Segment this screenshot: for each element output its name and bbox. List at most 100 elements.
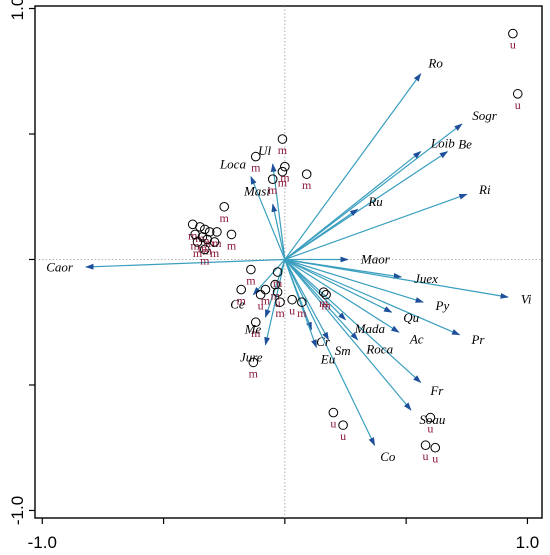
site-point	[209, 237, 220, 247]
species-label-vi: Vi	[521, 291, 532, 306]
site-point	[267, 174, 278, 184]
site-label: m	[278, 176, 288, 190]
site-point	[202, 234, 213, 245]
species-label-loca: Loca	[219, 157, 247, 172]
site-label: m	[275, 306, 285, 320]
site-point	[226, 229, 237, 240]
site-label: m	[198, 241, 208, 255]
site-label: u	[275, 296, 281, 310]
species-label-juex: Juex	[414, 271, 438, 286]
site-label: m	[249, 366, 259, 380]
axis-ticks: -1.0 1.0 1.0 -1.0	[8, 0, 539, 552]
species-arrow-loca	[250, 175, 286, 260]
species-arrow-sogr	[284, 123, 463, 260]
species-label-py: Py	[435, 298, 450, 313]
species-labels: Ro Sogr Loib Be Ri Ru Ul Loca Masi Caor Maor Juex Vi…	[46, 55, 532, 464]
species-arrow-ce	[252, 259, 286, 296]
x-tick-label: -1.0	[28, 533, 57, 552]
site-label: m	[203, 243, 213, 257]
site-label: m	[302, 178, 312, 192]
site-point	[420, 440, 431, 451]
species-label-loib: Loib	[430, 135, 455, 150]
species-label-maor: Maor	[360, 251, 391, 266]
species-arrow-ru	[284, 208, 359, 260]
site-label: u	[340, 429, 346, 443]
site-point	[192, 237, 203, 247]
site-point	[430, 442, 441, 453]
species-arrow-pr	[284, 258, 461, 336]
species-label-ac: Ac	[409, 331, 424, 346]
site-label: m	[278, 143, 288, 157]
site-point	[318, 287, 329, 297]
species-label-masi: Masi	[243, 184, 270, 199]
site-label: m	[319, 296, 329, 310]
site-label: m	[280, 171, 290, 185]
species-arrow-ac	[284, 258, 400, 333]
species-label-ru: Ru	[367, 194, 383, 209]
species-arrow-roca	[284, 259, 359, 341]
species-label-sm: Sm	[335, 343, 351, 358]
site-point	[328, 407, 339, 418]
site-label: m	[251, 161, 261, 175]
species-arrow-ul	[270, 163, 286, 260]
site-point	[250, 151, 261, 162]
site-point	[508, 28, 518, 39]
species-arrow-soau	[284, 259, 412, 411]
site-label: m	[195, 231, 205, 245]
site-point	[277, 166, 288, 177]
species-arrows	[85, 73, 509, 446]
site-point	[280, 161, 290, 172]
site-point	[212, 227, 222, 237]
site-label: m	[212, 236, 222, 250]
site-point	[187, 219, 198, 230]
species-arrow-qu	[284, 258, 393, 313]
species-label-ri: Ri	[478, 182, 491, 197]
site-label: u	[510, 38, 516, 52]
site-label: u	[427, 422, 433, 436]
species-label-qu: Qu	[403, 310, 419, 325]
site-point	[248, 357, 259, 368]
species-label-soau: Soau	[419, 412, 446, 427]
species-arrow-loib	[284, 151, 422, 260]
site-point	[250, 317, 261, 328]
species-label-jure: Jure	[240, 349, 263, 364]
site-label: m	[251, 326, 261, 340]
site-label: m	[188, 228, 198, 242]
site-label: m	[268, 183, 278, 197]
species-arrow-eu	[284, 259, 317, 349]
site-point	[512, 89, 523, 99]
y-tick-label: 1.0	[8, 0, 27, 20]
site-label: u	[423, 449, 429, 463]
site-point	[195, 222, 205, 232]
site-label: m	[273, 276, 283, 290]
site-point	[219, 201, 230, 212]
site-point	[297, 297, 307, 307]
species-label-be: Be	[458, 136, 472, 151]
species-label-roca: Roca	[365, 341, 393, 356]
species-label-ce: Ce	[230, 296, 245, 311]
site-point	[301, 169, 312, 179]
site-label: m	[193, 246, 203, 260]
site-label: m	[261, 294, 271, 308]
species-label-ul: Ul	[258, 143, 271, 158]
site-label: m	[321, 299, 331, 313]
site-point	[338, 420, 348, 430]
species-label-eu: Eu	[320, 352, 336, 367]
site-label: m	[246, 274, 256, 288]
site-label: m	[210, 246, 220, 260]
site-point	[321, 289, 331, 300]
site-label: m	[237, 294, 247, 308]
site-point	[272, 267, 283, 277]
y-tick-label: -1.0	[8, 496, 27, 525]
site-point	[255, 289, 266, 300]
species-label-cr: Cr	[316, 334, 331, 349]
site-label: u	[289, 304, 295, 318]
site-label: m	[297, 306, 307, 320]
site-label: u	[515, 98, 521, 112]
site-label: u	[432, 452, 438, 466]
site-point	[275, 297, 285, 307]
species-label-me: Me	[244, 322, 262, 337]
species-label-pr: Pr	[470, 332, 485, 347]
site-point	[277, 134, 288, 144]
